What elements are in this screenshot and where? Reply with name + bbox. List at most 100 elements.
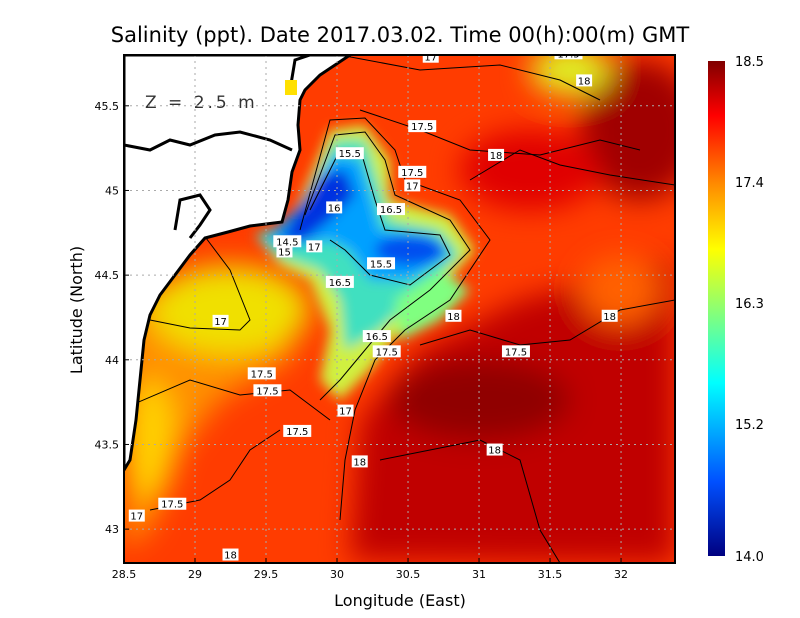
contour-label-text: 15.5 (370, 259, 392, 270)
salinity-field: Z = 2.5 m 17 17.5 18 17.5 18 15.5 17.5 17 16.5 16… (124, 49, 675, 563)
contour-label-text: 18 (488, 446, 501, 457)
contour-label-text: 16.5 (366, 332, 388, 343)
contour-label-bg (501, 345, 530, 358)
contour-label-bg (306, 240, 323, 253)
depth-annotation: Z = 2.5 m (145, 93, 258, 113)
contour-label: 18 (601, 309, 618, 323)
colorbar-label: 16.3 (735, 297, 764, 312)
contour-label-text: 18 (224, 551, 237, 562)
x-tick-label: 31.5 (538, 568, 563, 581)
contour-label-text: 17 (130, 512, 143, 523)
y-tick-label: 44 (105, 354, 119, 367)
contour-label: 17 (212, 314, 229, 328)
x-tick-label: 29.5 (254, 568, 279, 581)
contour-label: 18 (488, 148, 505, 162)
contour-label-bg (247, 367, 276, 380)
contour-label-text: 18 (578, 76, 591, 87)
contour-label-bg (408, 120, 437, 133)
contour-label: 17.5 (554, 49, 583, 60)
contour-label: 16 (326, 201, 343, 214)
contour-label-bg (128, 509, 145, 522)
contour-label-text: 17.5 (251, 369, 273, 380)
contour-label-text: 17.5 (411, 122, 433, 133)
contour-label: 17.5 (253, 384, 282, 397)
y-tick-label: 45.5 (95, 100, 120, 113)
contour-label-text: 17 (308, 242, 321, 253)
contour-label-text: 17 (424, 53, 437, 64)
contour-label: 16.5 (325, 275, 354, 289)
contour-label-bg (486, 443, 503, 456)
contour-label: 17 (422, 53, 439, 64)
contour-label: 16.5 (362, 330, 391, 343)
contour-label-text: 18 (447, 312, 460, 323)
contour-label: 14.5 (273, 235, 302, 248)
contour-label-bg (273, 235, 302, 248)
plot-frame (123, 54, 676, 564)
contour-label-bg (362, 330, 391, 343)
x-axis-ticks: 28.5 29 29.5 30 30.5 31 31.5 32 (112, 558, 628, 581)
colorbar-label: 17.4 (735, 176, 764, 191)
contour-label-bg (422, 55, 439, 63)
contour-label: 15.5 (367, 257, 396, 270)
contour-label-text: 16.5 (380, 205, 402, 216)
y-tick-label: 43 (105, 523, 119, 536)
contour-label-text: 17 (339, 407, 352, 418)
contour-label-text: 15.5 (339, 149, 361, 160)
contour-label-bg (158, 497, 187, 510)
contour-label-bg (283, 424, 312, 437)
contour-labels: 17 17.5 18 17.5 18 15.5 17.5 17 16.5 16 14.515 17 15… (128, 49, 618, 562)
x-tick-label: 28.5 (112, 568, 137, 581)
grid-lines (124, 55, 675, 563)
contour-label-text: 17.5 (286, 427, 308, 438)
contour-label: 17 (128, 509, 145, 523)
colorbar-label: 18.5 (735, 55, 764, 70)
contour-label-bg (445, 309, 462, 322)
contour-label-text: 17.5 (557, 49, 579, 60)
contour-label: 17 (306, 240, 323, 253)
contour-label-text: 17.5 (401, 168, 423, 179)
contour-label-bg (276, 245, 293, 258)
contour-label-bg (376, 203, 405, 216)
contour-label: 17.5 (372, 345, 401, 358)
contour-label-text: 14.5 (276, 237, 298, 248)
chart-title: Salinity (ppt). Date 2017.03.02. Time 00… (111, 23, 690, 47)
contour-label-text: 17 (214, 317, 227, 328)
y-axis-ticks: 43 43.5 44 44.5 45 45.5 (95, 100, 129, 536)
contour-label-text: 18 (353, 457, 366, 468)
contour-label-text: 17.5 (161, 500, 183, 511)
contour-label: 18 (576, 74, 593, 87)
contour-label: 18 (445, 309, 462, 323)
x-tick-label: 30.5 (396, 568, 421, 581)
contour-label-bg (326, 201, 343, 214)
colorbar-label: 14.0 (735, 550, 764, 565)
contour-label-bg (554, 55, 583, 60)
colorbar (708, 61, 725, 556)
contour-label: 18 (486, 443, 503, 457)
y-tick-label: 44.5 (95, 269, 120, 282)
contour-label-bg (253, 384, 282, 397)
contour-label-text: 16.5 (329, 278, 351, 289)
land-coastline (124, 55, 353, 473)
contour-label-bg (212, 314, 229, 327)
contour-label: 17.5 (408, 120, 437, 133)
contour-label-text: 17.5 (505, 347, 527, 358)
contour-label-bg (372, 345, 401, 358)
contour-label-bg (222, 548, 239, 561)
contour-label-text: 18 (490, 151, 503, 162)
contour-label: 17 (404, 179, 421, 192)
contour-label-bg (337, 404, 354, 417)
y-tick-label: 45 (105, 184, 119, 197)
x-tick-label: 30 (330, 568, 344, 581)
y-axis-label: Latitude (North) (67, 246, 86, 374)
contour-label: 17.5 (398, 165, 427, 179)
contour-label-text: 17.5 (256, 386, 278, 397)
contour-label-bg (351, 455, 368, 468)
contour-label: 17.5 (283, 424, 312, 438)
contour-label-text: 15 (278, 247, 291, 258)
contour-label-bg (576, 74, 593, 87)
contour-label: 15.5 (335, 147, 364, 160)
x-tick-label: 29 (188, 568, 202, 581)
contour-label-bg (335, 147, 364, 160)
contour-label-bg (601, 309, 618, 322)
